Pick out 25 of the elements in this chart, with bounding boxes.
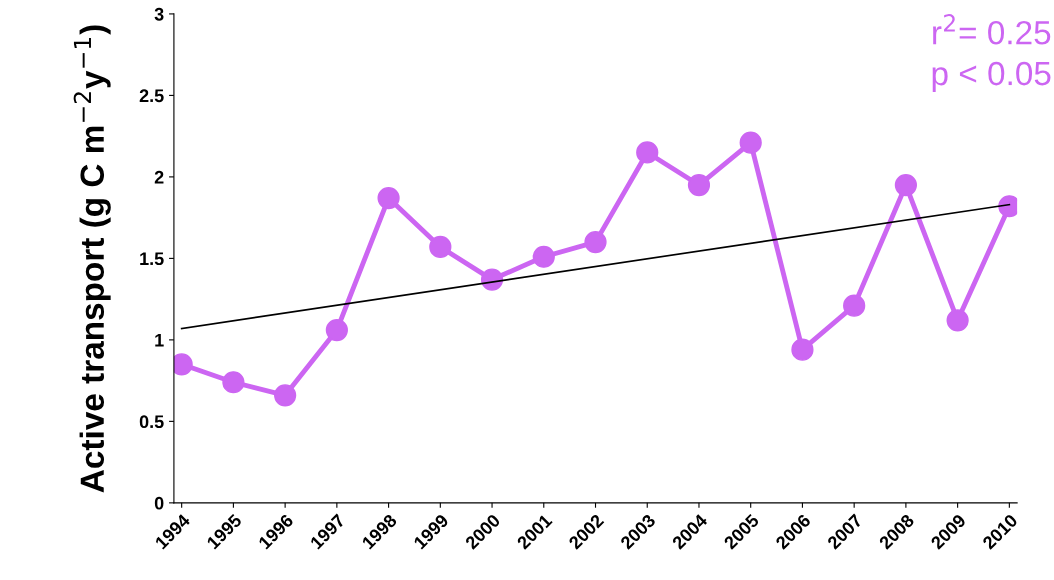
y-tick-label: 1	[155, 334, 164, 347]
y-tick-label: 0.5	[139, 415, 164, 429]
point	[584, 230, 607, 254]
y-tick-label: 0	[154, 496, 164, 510]
point	[429, 235, 452, 259]
annotation: r$^{2}$= 0.25	[933, 14, 1051, 45]
y-tick-label: 3	[154, 7, 164, 21]
point	[946, 309, 969, 332]
point	[843, 294, 866, 317]
y-axis-title: Active transport (g C m$^{−2}$y$^{−1}$)	[73, 25, 111, 493]
point	[532, 245, 555, 268]
point	[377, 186, 400, 210]
point	[325, 318, 348, 342]
point	[222, 371, 245, 394]
point	[687, 173, 711, 197]
y-tick-label: 2	[154, 170, 164, 184]
annotation: p < 0.05	[932, 61, 1051, 92]
point	[636, 141, 659, 164]
point	[480, 268, 504, 291]
point	[739, 131, 762, 154]
point	[274, 384, 297, 407]
point	[894, 173, 918, 197]
y-tick-label: 2.5	[139, 89, 164, 103]
point	[791, 338, 814, 361]
y-tick-label: 1.5	[140, 252, 164, 266]
